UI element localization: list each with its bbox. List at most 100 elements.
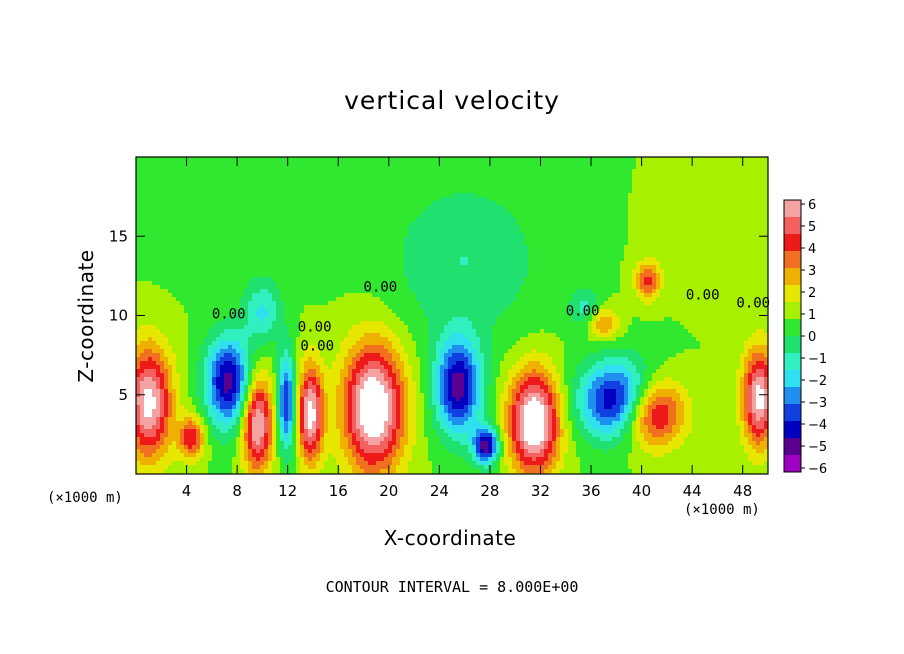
heatmap-cell <box>292 241 297 246</box>
heatmap-cell <box>232 157 237 162</box>
heatmap-cell <box>464 281 469 286</box>
heatmap-cell <box>180 177 185 182</box>
heatmap-cell <box>280 249 285 254</box>
heatmap-cell <box>224 229 229 234</box>
heatmap-cell <box>704 197 709 202</box>
heatmap-cell <box>256 217 261 222</box>
heatmap-cell <box>516 249 521 254</box>
heatmap-cell <box>340 209 345 214</box>
heatmap-cell <box>172 221 177 226</box>
heatmap-cell <box>612 261 617 266</box>
heatmap-cell <box>688 209 693 214</box>
heatmap-cell <box>264 265 269 270</box>
heatmap-cell <box>344 177 349 182</box>
heatmap-cell <box>208 185 213 190</box>
heatmap-cell <box>208 229 213 234</box>
heatmap-cell <box>580 201 585 206</box>
heatmap-cell <box>464 217 469 222</box>
heatmap-cell <box>200 173 205 178</box>
heatmap-cell <box>212 245 217 250</box>
heatmap-cell <box>460 157 465 162</box>
heatmap-cell <box>212 229 217 234</box>
heatmap-cell <box>644 229 649 234</box>
heatmap-cell <box>636 213 641 218</box>
heatmap-cell <box>444 265 449 270</box>
heatmap-cell <box>520 165 525 170</box>
heatmap-cell <box>548 213 553 218</box>
heatmap-cell <box>508 181 513 186</box>
heatmap-cell <box>312 281 317 286</box>
heatmap-cell <box>376 273 381 278</box>
heatmap-cell <box>304 185 309 190</box>
heatmap-cell <box>420 185 425 190</box>
heatmap-cell <box>576 189 581 194</box>
heatmap-cell <box>260 269 265 274</box>
heatmap-cell <box>628 257 633 262</box>
heatmap-cell <box>300 249 305 254</box>
heatmap-cell <box>764 237 769 242</box>
heatmap-cell <box>284 237 289 242</box>
heatmap-cell <box>508 165 513 170</box>
heatmap-cell <box>224 213 229 218</box>
heatmap-cell <box>680 237 685 242</box>
heatmap-cell <box>560 161 565 166</box>
heatmap-cell <box>456 245 461 250</box>
heatmap-cell <box>380 277 385 282</box>
heatmap-cell <box>560 237 565 242</box>
heatmap-cell <box>400 169 405 174</box>
heatmap-cell <box>196 257 201 262</box>
heatmap-cell <box>388 189 393 194</box>
heatmap-cell <box>552 173 557 178</box>
heatmap-cell <box>712 177 717 182</box>
heatmap-cell <box>540 157 545 162</box>
heatmap-cell <box>532 161 537 166</box>
heatmap-cell <box>172 205 177 210</box>
heatmap-cell <box>400 161 405 166</box>
heatmap-cell <box>608 185 613 190</box>
heatmap-cell <box>472 165 477 170</box>
heatmap-cell <box>544 165 549 170</box>
heatmap-cell <box>508 245 513 250</box>
heatmap-cell <box>736 229 741 234</box>
heatmap-cell <box>144 205 149 210</box>
heatmap-cell <box>568 229 573 234</box>
heatmap-cell <box>368 273 373 278</box>
heatmap-cell <box>512 249 517 254</box>
heatmap-cell <box>628 253 633 258</box>
heatmap-cell <box>356 173 361 178</box>
heatmap-cell <box>584 237 589 242</box>
heatmap-cell <box>560 189 565 194</box>
heatmap-cell <box>560 273 565 278</box>
heatmap-cell <box>260 181 265 186</box>
heatmap-cell <box>756 257 761 262</box>
heatmap-cell <box>496 189 501 194</box>
heatmap-cell <box>232 197 237 202</box>
heatmap-cell <box>140 189 145 194</box>
heatmap-cell <box>384 201 389 206</box>
heatmap-cell <box>224 173 229 178</box>
heatmap-cell <box>312 181 317 186</box>
heatmap-cell <box>320 213 325 218</box>
heatmap-cell <box>572 165 577 170</box>
heatmap-cell <box>176 265 181 270</box>
heatmap-cell <box>620 157 625 162</box>
heatmap-cell <box>392 277 397 282</box>
heatmap-cell <box>224 221 229 226</box>
heatmap-cell <box>436 165 441 170</box>
heatmap-cell <box>144 225 149 230</box>
heatmap-cell <box>480 189 485 194</box>
heatmap-cell <box>180 209 185 214</box>
heatmap-cell <box>496 213 501 218</box>
heatmap-cell <box>264 249 269 254</box>
heatmap-cell <box>212 197 217 202</box>
heatmap-cell <box>160 165 165 170</box>
heatmap-cell <box>488 273 493 278</box>
heatmap-cell <box>196 213 201 218</box>
heatmap-cell <box>400 201 405 206</box>
heatmap-cell <box>532 241 537 246</box>
heatmap-cell <box>484 189 489 194</box>
heatmap-cell <box>196 173 201 178</box>
heatmap-cell <box>608 265 613 270</box>
heatmap-cell <box>236 249 241 254</box>
heatmap-cell <box>660 205 665 210</box>
